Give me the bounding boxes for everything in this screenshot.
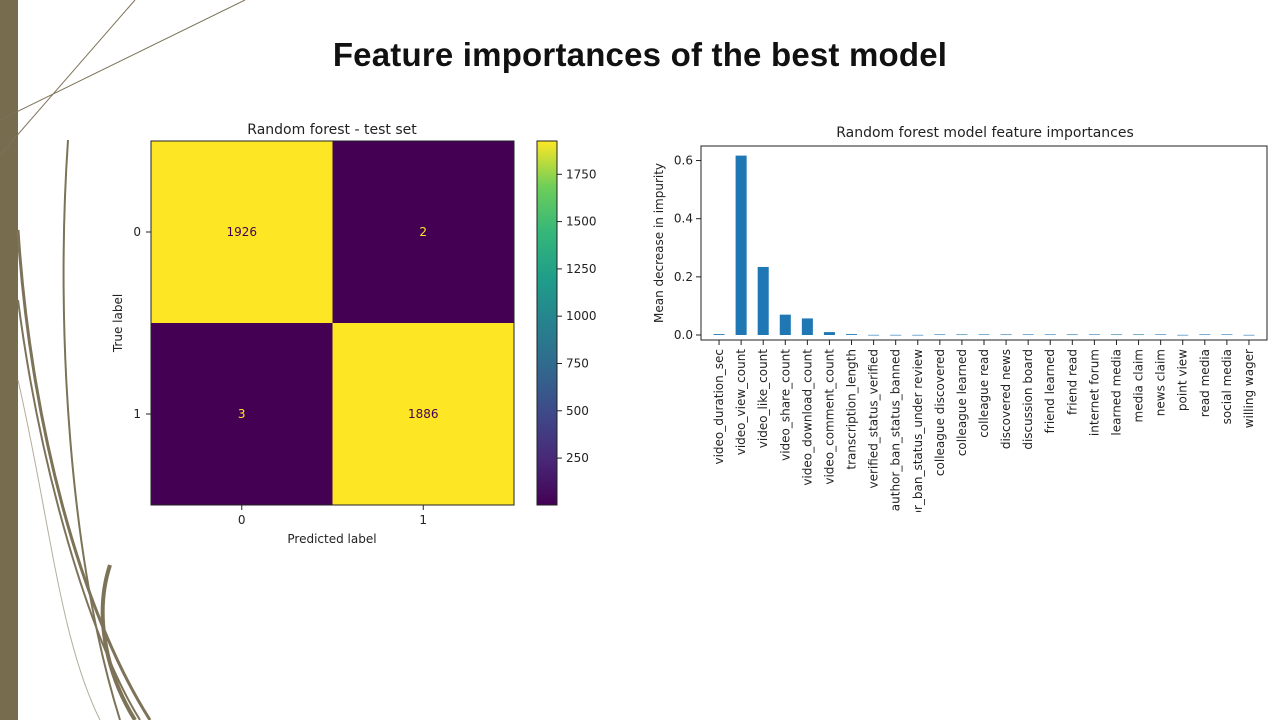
fi-bar (934, 334, 946, 336)
fi-bar (1133, 334, 1145, 336)
fi-xtick-label: transcription_length (845, 349, 859, 470)
fi-bar (1110, 334, 1122, 336)
fi-xtick-label: discovered news (999, 349, 1013, 449)
fi-ylabel: Mean decrease in impurity (652, 163, 666, 323)
cm-cell-value: 3 (238, 407, 246, 421)
fi-xtick-label: social media (1220, 349, 1234, 424)
fi-title: Random forest model feature importances (836, 125, 1134, 141)
fi-bar (1155, 334, 1167, 336)
fi-ytick-label: 0.2 (674, 270, 693, 284)
fi-xtick-label: learned media (1109, 349, 1123, 436)
fi-bar (1199, 334, 1211, 336)
cm-cell (151, 323, 333, 505)
fi-bar (1177, 334, 1189, 336)
fi-ytick-label: 0.4 (674, 212, 693, 226)
fi-ytick-label: 0.0 (674, 328, 693, 342)
fi-bar (1088, 334, 1100, 336)
fi-xtick-label: news claim (1154, 349, 1168, 416)
fi-xtick-label: read media (1198, 349, 1212, 417)
fi-bar (801, 318, 813, 335)
fi-xtick-label: verified_status_verified (867, 349, 881, 489)
fi-xtick-label: video_view_count (734, 349, 748, 456)
fi-bar (823, 332, 835, 335)
cm-cell-value: 2 (419, 225, 427, 239)
cm-ytick-label: 1 (133, 407, 141, 421)
fi-xtick-label: author_ban_status_under review (911, 349, 925, 512)
cm-xlabel: Predicted label (287, 532, 376, 546)
fi-xtick-label: video_like_count (756, 349, 770, 449)
colorbar-tick-label: 1000 (566, 309, 597, 323)
fi-xtick-label: friend read (1065, 349, 1079, 415)
fi-bar (912, 334, 924, 336)
cm-frame (150, 140, 515, 506)
fi-bar (978, 334, 990, 336)
fi-xtick-label: video_comment_count (822, 349, 836, 485)
colorbar-tick-label: 1250 (566, 262, 597, 276)
fi-xtick-label: internet forum (1087, 349, 1101, 436)
fi-bar (713, 334, 725, 335)
colorbar (536, 140, 558, 506)
cm-title: Random forest - test set (247, 122, 417, 138)
fi-xtick-label: author_ban_status_banned (889, 349, 903, 511)
side-accent-bar (0, 0, 18, 720)
colorbar-tick-label: 500 (566, 404, 589, 418)
cm-xtick-label: 0 (238, 513, 246, 527)
fi-bar (846, 334, 858, 335)
colorbar-tick-label: 750 (566, 356, 589, 370)
fi-bar (779, 314, 791, 335)
fi-bar (1243, 334, 1255, 336)
colorbar-tick-label: 1500 (566, 215, 597, 229)
cm-cell (332, 323, 514, 505)
fi-bar (1000, 334, 1012, 336)
cm-ytick-label: 0 (133, 225, 141, 239)
fi-xtick-label: willing wager (1242, 349, 1256, 428)
fi-bar (735, 155, 747, 335)
colorbar-tick-label: 1750 (566, 167, 597, 181)
fi-xtick-label: video_duration_sec (712, 349, 726, 465)
fi-xtick-label: discussion board (1021, 349, 1035, 450)
fi-bar (1221, 334, 1233, 336)
slide-title: Feature importances of the best model (332, 36, 948, 73)
fi-xtick-label: media claim (1132, 349, 1146, 423)
fi-bar (1044, 334, 1056, 336)
decorative-lines (0, 0, 246, 720)
confusion-matrix-chart: Random forest - test set 1926 2 3 1886 0 1 0 1… (111, 122, 597, 546)
fi-xtick-label: colleague read (977, 349, 991, 438)
cm-cell (332, 141, 514, 323)
fi-bar (890, 334, 902, 336)
cm-xtick-label: 1 (419, 513, 427, 527)
fi-bar (757, 266, 769, 335)
fi-xtick-label: colleague learned (955, 349, 969, 456)
cm-ylabel: True label (111, 294, 125, 353)
fi-xtick-label: point view (1176, 349, 1190, 411)
colorbar-tick-label: 250 (566, 451, 589, 465)
fi-bar (1066, 334, 1078, 336)
feature-importance-chart: Random forest model feature importances … (652, 125, 1268, 512)
fi-xtick-label: friend learned (1043, 349, 1057, 433)
fi-frame (700, 145, 1268, 341)
fi-bar (868, 334, 880, 336)
cm-cell (151, 141, 333, 323)
cm-cell-value: 1926 (226, 225, 257, 239)
fi-ytick-label: 0.6 (674, 154, 693, 168)
cm-cell-value: 1886 (408, 407, 439, 421)
fi-xtick-label: video_download_count (800, 349, 814, 486)
fi-bar (956, 334, 968, 336)
fi-xtick-label: video_share_count (778, 349, 792, 461)
fi-xtick-label: colleague discovered (933, 349, 947, 476)
fi-bar (1022, 334, 1034, 336)
